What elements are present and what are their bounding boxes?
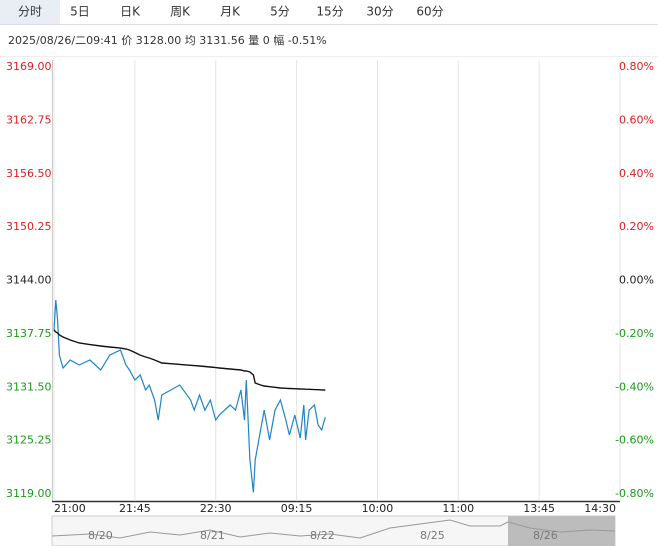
x-tick-label: 11:00 xyxy=(442,502,474,515)
y2-tick-label: 0.20% xyxy=(619,220,654,233)
y-tick-label: 3162.75 xyxy=(6,113,52,126)
tab[interactable]: 5日 xyxy=(70,5,90,19)
x-tick-label: 13:45 xyxy=(523,502,555,515)
navigator-label: 8/20 xyxy=(88,529,113,542)
y-tick-label: 3137.75 xyxy=(6,327,52,340)
average-line xyxy=(53,329,326,391)
y-tick-label: 3119.00 xyxy=(6,487,52,500)
navigator-label: 8/22 xyxy=(310,529,335,542)
navigator-line xyxy=(51,519,616,539)
x-tick-label: 09:15 xyxy=(281,502,313,515)
x-tick-label: 22:30 xyxy=(200,502,232,515)
info-line: 2025/08/26/二09:41 价 3128.00 均 3131.56 量 … xyxy=(8,34,327,47)
navigator-label: 8/21 xyxy=(200,529,225,542)
tab[interactable]: 5分 xyxy=(270,5,290,19)
y2-tick-label: 0.40% xyxy=(619,167,654,180)
tab[interactable]: 分时 xyxy=(18,5,42,19)
tab[interactable]: 日K xyxy=(120,5,141,19)
price-line xyxy=(53,299,326,493)
y2-tick-label: -0.40% xyxy=(615,380,654,393)
x-tick-label: 14:30 xyxy=(584,502,616,515)
x-tick-label: 10:00 xyxy=(362,502,394,515)
tab[interactable]: 周K xyxy=(170,5,191,19)
navigator-label: 8/26 xyxy=(533,529,558,542)
navigator-label: 8/25 xyxy=(420,529,445,542)
tab[interactable]: 月K xyxy=(220,5,241,19)
navigator: 8/20 8/21 8/22 8/25 8/26 xyxy=(51,515,616,546)
tab[interactable]: 15分 xyxy=(316,5,343,19)
navigator-window xyxy=(508,516,615,546)
y-tick-label: 3125.25 xyxy=(6,434,52,447)
y-tick-label: 3131.50 xyxy=(6,380,52,393)
y-tick-label: 3150.25 xyxy=(6,220,52,233)
y-tick-label: 3156.50 xyxy=(6,167,52,180)
x-tick-label: 21:00 xyxy=(54,502,86,515)
y2-tick-label: 0.00% xyxy=(619,274,654,287)
y2-tick-label: 0.60% xyxy=(619,113,654,126)
tab[interactable]: 30分 xyxy=(366,5,393,19)
y2-tick-label: -0.80% xyxy=(615,487,654,500)
selected-tab-bg xyxy=(0,0,60,24)
y2-tick-label: 0.80% xyxy=(619,60,654,73)
x-tick-label: 21:45 xyxy=(119,502,151,515)
y-tick-label: 3169.00 xyxy=(6,60,52,73)
tab[interactable]: 60分 xyxy=(416,5,443,19)
y2-tick-label: -0.60% xyxy=(615,434,654,447)
y2-tick-label: -0.20% xyxy=(615,327,654,340)
y-tick-label: 3144.00 xyxy=(6,274,52,287)
